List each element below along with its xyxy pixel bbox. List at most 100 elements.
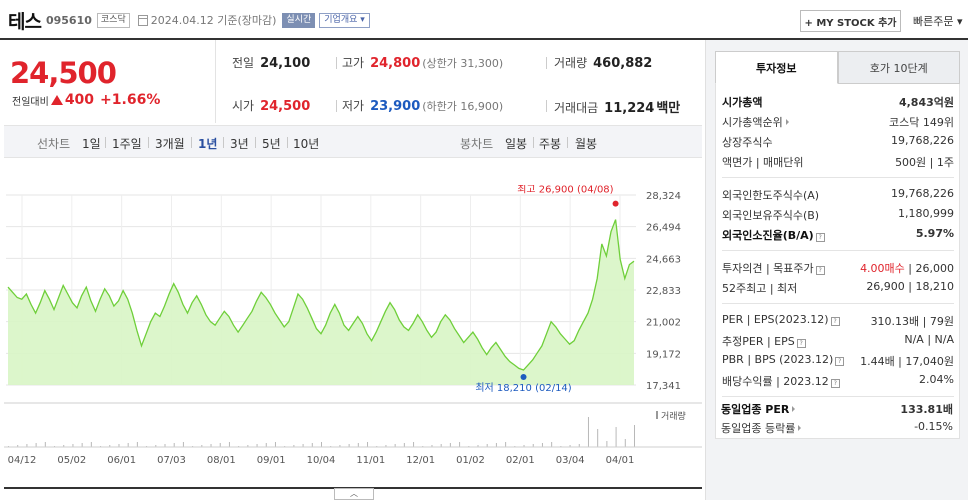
divider [546,100,547,112]
volume-bar [293,445,295,447]
volume-bar [394,444,396,447]
help-icon[interactable]: ? [835,357,845,366]
volume-bar [615,427,617,447]
stat-value: 24,500 [260,99,311,114]
volume-bar [477,445,479,447]
help-icon[interactable]: ? [796,339,806,348]
volume-bar [182,442,184,447]
help-icon[interactable]: ? [830,379,840,388]
volume-bar [228,442,230,447]
arrow-right-icon[interactable] [792,406,796,412]
x-tick-label: 04/01 [606,455,635,466]
max-label: 최고 26,900 (04/08) [517,185,613,196]
volume-bar [440,444,442,447]
info-label: 배당수익률 | 2023.12 [722,375,829,388]
arrow-right-icon[interactable] [798,425,802,431]
stat-label: 거래대금 [554,101,599,115]
period-3m[interactable]: 3개월 [155,137,185,151]
info-row-listed-shares: 상장주식수 19,768,226 [722,134,954,150]
volume-legend-swatch [656,411,658,419]
price-chart[interactable]: 28,324 26,494 24,663 22,833 21,002 19,172 17,3… [4,185,702,500]
volume-bar [118,444,120,447]
period-10y[interactable]: 10년 [293,137,320,151]
arrow-right-icon[interactable] [785,119,789,125]
candle-daily[interactable]: 일봉 [505,137,528,151]
quick-order-dropdown[interactable]: 빠른주문 ▾ [913,15,963,28]
divider [287,137,288,148]
upper-limit: (상한가 31,300) [422,57,504,70]
x-tick-label: 09/01 [257,455,286,466]
volume-bar [109,445,111,447]
info-row-est-per: 추정PER | EPS? N/A | N/A [722,333,954,349]
stat-value: 460,882 [593,56,653,71]
period-1w[interactable]: 1주일 [112,137,142,151]
x-tick-label: 06/01 [107,455,136,466]
volume-bar [256,444,258,447]
realtime-button[interactable]: 실시간 [282,12,316,28]
info-row-par-value: 액면가 | 매매단위 500원 | 1주 [722,154,954,170]
stat-high: 고가 24,800 (상한가 31,300) [342,54,503,71]
stat-value: 11,224 [604,101,655,116]
volume-bar [486,444,488,447]
chart-fold-button[interactable]: ︿ [334,488,374,500]
x-tick-label: 08/01 [207,455,236,466]
info-label: PBR | BPS (2023.12) [722,353,834,366]
volume-bar [81,443,83,447]
info-label: 상장주식수 [722,136,773,149]
info-value: 1,180,999 [898,207,954,220]
investment-info-panel: 투자정보 호가 10단계 시가총액 4,843억원 시가총액순위 코스닥 149… [705,40,968,500]
volume-bar [321,442,322,447]
stat-prev: 전일 24,100 [232,54,310,71]
stock-title-row: 테스 095610 코스닥 2024.04.12 기준(장마감) 실시간 기업개… [8,9,370,33]
volume-bar [606,441,608,447]
tab-quote-10[interactable]: 호가 10단계 [837,51,960,84]
price-line [7,219,635,371]
info-label: 시가총액 [722,96,763,109]
tab-investment-info[interactable]: 투자정보 [715,51,838,84]
help-icon[interactable]: ? [815,233,825,242]
help-icon[interactable]: ? [830,317,840,326]
volume-bar [127,443,129,447]
volume-bar [339,445,341,447]
volume-bar [35,443,37,447]
y-tick-label: 22,833 [646,286,681,297]
x-tick-label: 04/12 [8,455,37,466]
volume-bar [357,443,359,447]
volume-bar [155,445,157,447]
divider [567,137,568,148]
min-marker [520,373,527,380]
stat-label: 거래량 [554,56,588,70]
volume-bar [63,445,65,447]
period-3y[interactable]: 3년 [230,137,249,151]
info-label: 외국인보유주식수(B) [722,209,820,222]
candle-weekly[interactable]: 주봉 [539,137,562,151]
period-1y[interactable]: 1년 [198,137,218,151]
period-5y[interactable]: 5년 [262,137,281,151]
volume-bar [532,444,534,447]
company-overview-dropdown[interactable]: 기업개요 ▾ [319,12,370,28]
y-tick-label: 24,663 [646,254,681,265]
info-row-52w: 52주최고 | 최저 26,900 | 18,210 [722,280,954,296]
y-tick-label: 19,172 [646,349,681,360]
my-stock-add-button[interactable]: + MY STOCK 추가 [800,10,901,32]
divider [533,137,534,148]
y-tick-label: 26,494 [646,223,681,234]
info-value: 19,768,226 [891,134,954,147]
period-bar: 선차트 1일 1주일 3개월 1년 3년 5년 10년 봉차트 일봉 주봉 월봉 [4,125,702,158]
candle-monthly[interactable]: 월봉 [575,137,598,151]
change-rate: +1.66% [100,92,161,108]
info-row-sector-change: 동일업종 등락률 -0.15% [721,420,953,436]
help-icon[interactable]: ? [815,266,825,275]
volume-bar [385,445,387,447]
volume-bar [541,443,543,447]
info-row-foreign-limit: 외국인한도주식수(A) 19,768,226 [722,187,954,203]
x-tick-label: 07/03 [157,455,186,466]
volume-bar [587,417,589,447]
period-1d[interactable]: 1일 [82,137,101,151]
stat-low: 저가 23,900 (하한가 16,900) [342,97,503,114]
volume-bar [72,444,74,447]
volume-bar [164,444,166,447]
info-row-per: PER | EPS(2023.12)? 310.13배 | 79원 [722,313,954,329]
divider [722,396,954,397]
info-label: 추정PER | EPS [722,335,795,348]
